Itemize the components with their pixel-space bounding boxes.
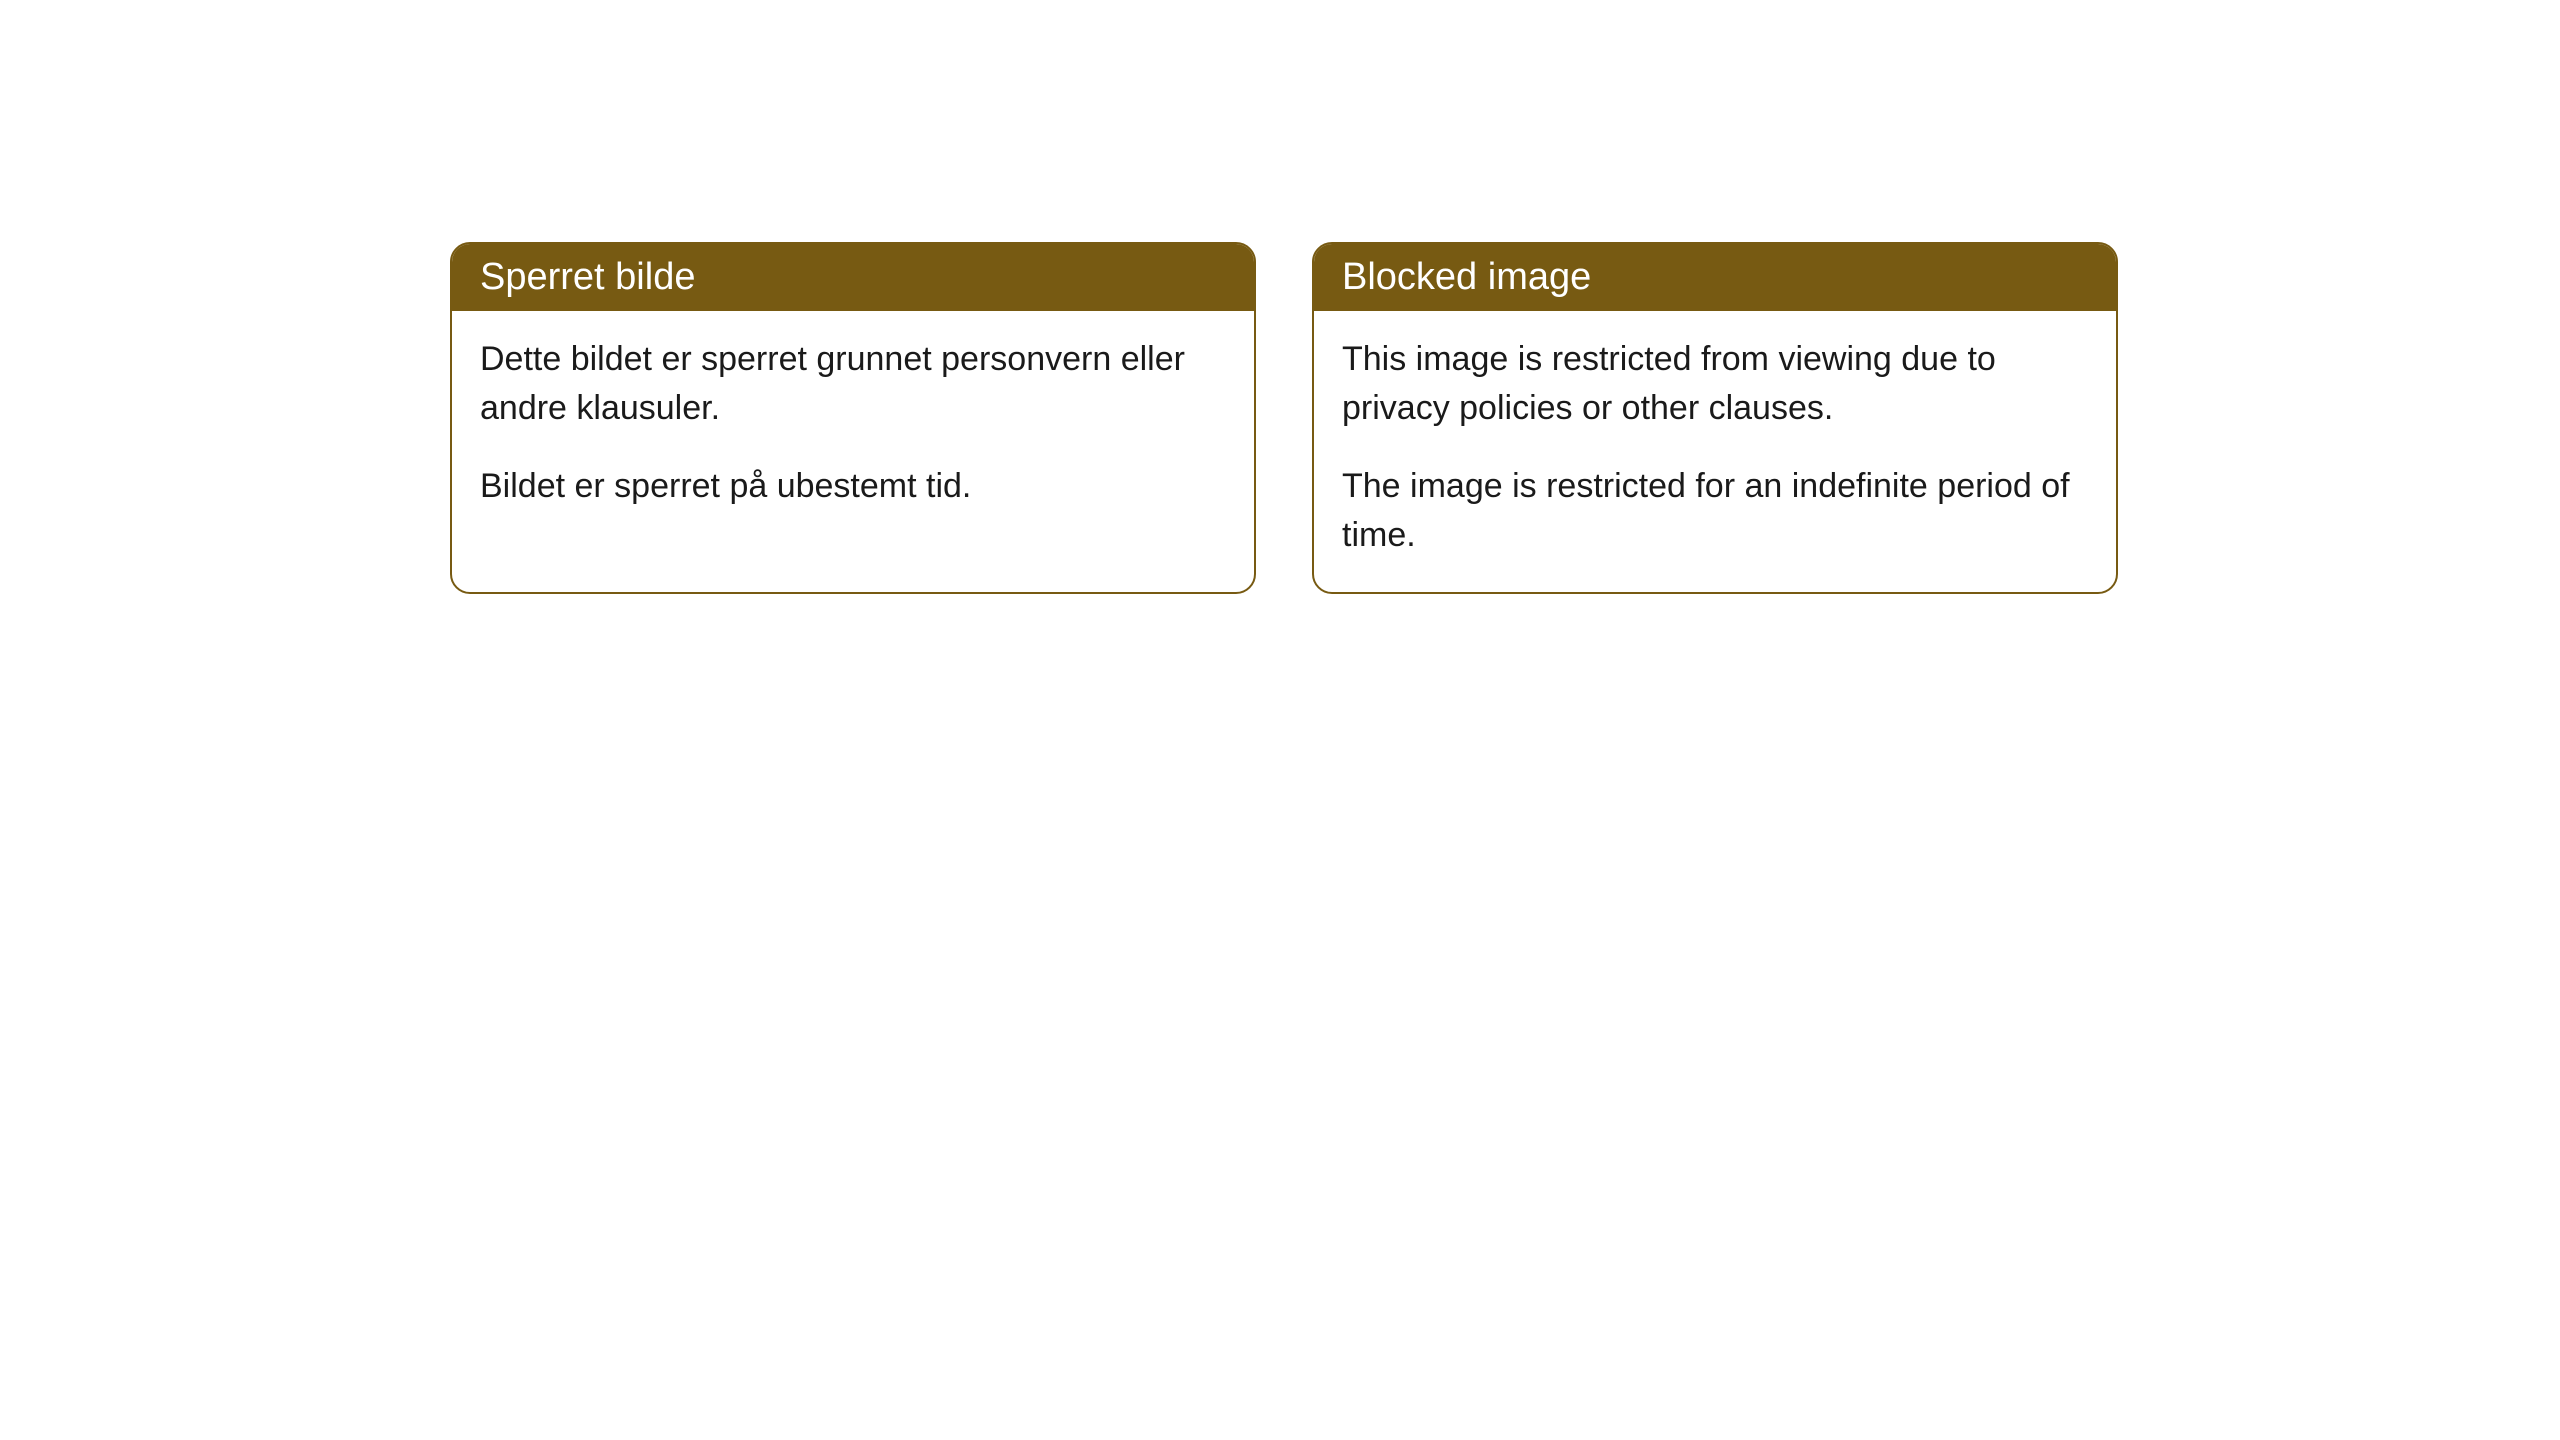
card-title: Blocked image — [1342, 256, 1591, 298]
card-header: Blocked image — [1314, 244, 2116, 311]
card-paragraph: This image is restricted from viewing du… — [1342, 335, 2088, 434]
card-paragraph: Dette bildet er sperret grunnet personve… — [480, 335, 1226, 434]
card-body: Dette bildet er sperret grunnet personve… — [452, 311, 1254, 543]
card-title: Sperret bilde — [480, 256, 695, 298]
notice-card-english: Blocked image This image is restricted f… — [1312, 242, 2118, 594]
card-header: Sperret bilde — [452, 244, 1254, 311]
notice-cards-container: Sperret bilde Dette bildet er sperret gr… — [450, 242, 2118, 594]
notice-card-norwegian: Sperret bilde Dette bildet er sperret gr… — [450, 242, 1256, 594]
card-paragraph: Bildet er sperret på ubestemt tid. — [480, 462, 1226, 511]
card-paragraph: The image is restricted for an indefinit… — [1342, 462, 2088, 561]
card-body: This image is restricted from viewing du… — [1314, 311, 2116, 592]
